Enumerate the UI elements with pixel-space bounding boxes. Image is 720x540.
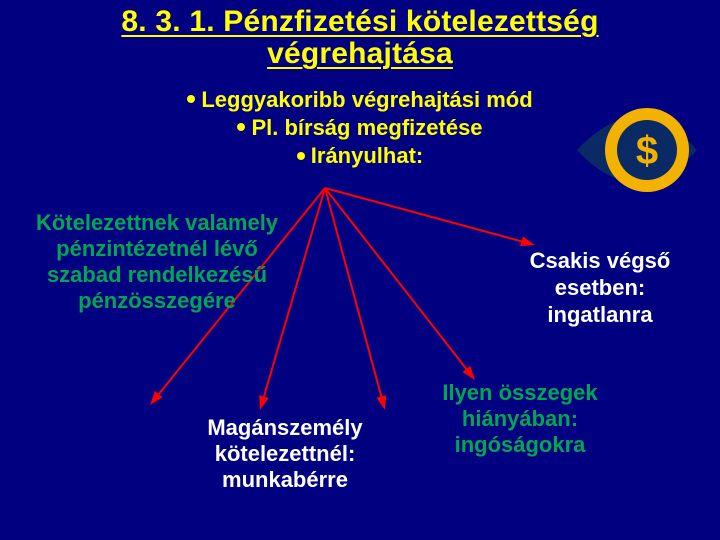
target-1-text: Kötelezettnek valamely pénzintézetnél lé…: [32, 210, 282, 314]
bullet-1-text: Leggyakoribb végrehajtási mód: [201, 87, 532, 112]
arrow-line: [325, 188, 521, 241]
arrow-head-icon: [150, 391, 163, 405]
arrow-line: [325, 188, 381, 396]
bullet-dot-icon: [187, 95, 195, 103]
slide: 8. 3. 1. Pénzfizetési kötelezettség végr…: [0, 0, 720, 540]
arrow-line: [325, 188, 466, 369]
arrow-head-icon: [520, 237, 535, 247]
arrow-head-icon: [259, 395, 269, 410]
target-2-text: Magánszemély kötelezettnél: munkabérre: [170, 415, 400, 493]
title-line-2: végrehajtása: [0, 38, 720, 70]
title-line-1: 8. 3. 1. Pénzfizetési kötelezettség: [0, 6, 720, 38]
dollar-sign-icon: $: [636, 129, 658, 173]
slide-title: 8. 3. 1. Pénzfizetési kötelezettség végr…: [0, 6, 720, 71]
bullet-dot-icon: [237, 123, 245, 131]
arrow-head-icon: [377, 395, 387, 410]
target-3-text: Ilyen összegek hiányában: ingóságokra: [420, 380, 620, 458]
bullet-3-text: Irányulhat:: [311, 143, 423, 168]
bullet-2-text: Pl. bírság megfizetése: [251, 115, 482, 140]
arrow-head-icon: [462, 366, 475, 380]
target-4-text: Csakis végső esetben: ingatlanra: [500, 248, 700, 328]
money-icon: $: [572, 90, 702, 215]
bullet-dot-icon: [297, 152, 305, 160]
